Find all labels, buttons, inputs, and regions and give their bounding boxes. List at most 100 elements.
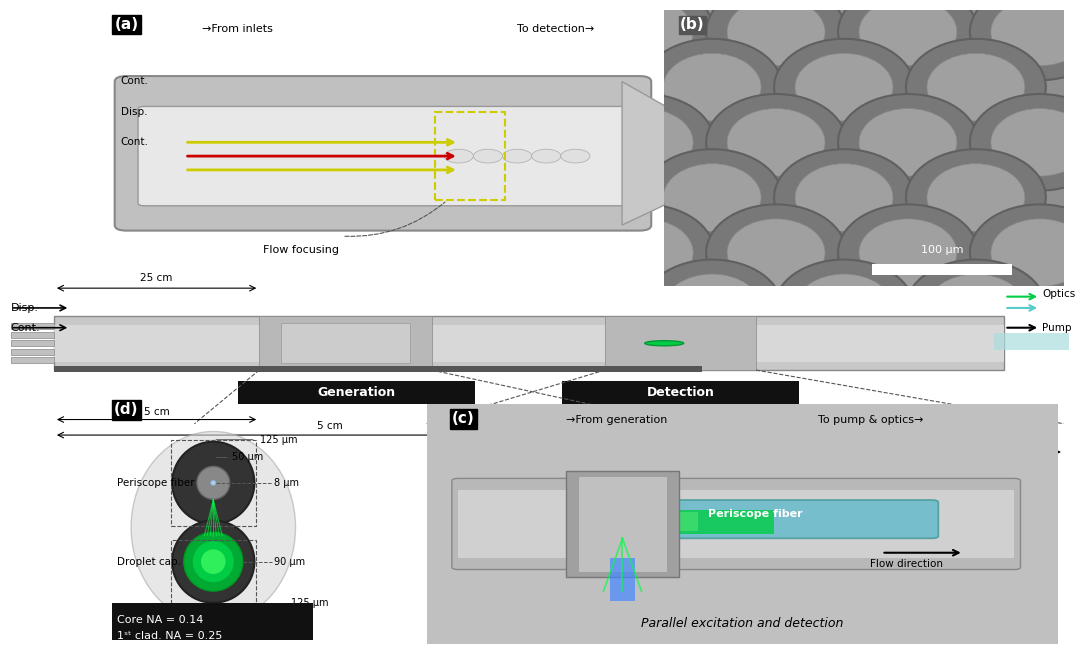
Bar — [112, 602, 312, 641]
Text: Flow direction: Flow direction — [870, 559, 943, 569]
Bar — [11, 349, 54, 355]
Bar — [610, 558, 635, 600]
Circle shape — [595, 108, 693, 176]
Bar — [604, 512, 660, 531]
Ellipse shape — [131, 432, 296, 623]
Bar — [604, 512, 699, 531]
Text: Periscope fiber: Periscope fiber — [707, 509, 802, 520]
Text: 25 cm: 25 cm — [140, 273, 173, 283]
Circle shape — [201, 549, 226, 574]
Circle shape — [727, 0, 825, 66]
Circle shape — [795, 274, 893, 342]
Circle shape — [906, 260, 1045, 356]
Circle shape — [970, 94, 1080, 191]
Bar — [171, 539, 256, 606]
Circle shape — [645, 341, 684, 346]
Circle shape — [927, 164, 1025, 231]
Bar — [872, 263, 1012, 275]
Bar — [54, 317, 1004, 370]
Circle shape — [663, 164, 761, 231]
Circle shape — [172, 442, 255, 524]
Text: Optics: Optics — [1042, 289, 1076, 299]
Circle shape — [706, 94, 846, 191]
Text: 5 cm: 5 cm — [667, 438, 693, 448]
Text: To pump & optics→: To pump & optics→ — [819, 415, 923, 425]
Text: 90 μm: 90 μm — [273, 556, 305, 566]
Circle shape — [774, 39, 914, 135]
Bar — [435, 112, 505, 200]
Circle shape — [643, 260, 782, 356]
Text: Disp.: Disp. — [11, 303, 39, 313]
Bar — [11, 357, 54, 363]
Bar — [54, 366, 702, 371]
Text: Cont.: Cont. — [11, 323, 40, 332]
Circle shape — [473, 149, 502, 163]
Bar — [171, 440, 256, 526]
Text: Droplet cap.: Droplet cap. — [118, 556, 181, 566]
Circle shape — [663, 53, 761, 121]
Circle shape — [859, 0, 957, 66]
Text: Pump: Pump — [1042, 323, 1071, 332]
Circle shape — [643, 149, 782, 246]
Text: 微流控: 微流控 — [990, 623, 1018, 638]
Circle shape — [595, 0, 693, 66]
Text: (a): (a) — [114, 17, 139, 32]
Circle shape — [706, 0, 846, 80]
Text: 100 μm: 100 μm — [920, 246, 963, 256]
Bar — [54, 325, 1004, 361]
Circle shape — [990, 219, 1080, 286]
Text: Cont.: Cont. — [121, 76, 148, 86]
Text: Parallel excitation and detection: Parallel excitation and detection — [642, 617, 843, 630]
Circle shape — [970, 204, 1080, 301]
Bar — [562, 381, 799, 404]
Bar — [11, 323, 54, 329]
Circle shape — [727, 108, 825, 176]
Circle shape — [531, 149, 561, 163]
Text: Detection: Detection — [647, 386, 714, 399]
Circle shape — [575, 0, 714, 80]
Circle shape — [859, 219, 957, 286]
Bar — [238, 381, 475, 404]
Circle shape — [906, 39, 1045, 135]
Circle shape — [561, 149, 590, 163]
Circle shape — [838, 94, 977, 191]
Text: Disp.: Disp. — [121, 106, 147, 117]
Circle shape — [927, 274, 1025, 342]
FancyBboxPatch shape — [114, 76, 651, 231]
Circle shape — [575, 204, 714, 301]
Circle shape — [927, 53, 1025, 121]
Text: 15 cm: 15 cm — [499, 438, 531, 448]
Circle shape — [795, 53, 893, 121]
Text: 8 μm: 8 μm — [273, 478, 298, 488]
Circle shape — [643, 39, 782, 135]
Text: (b): (b) — [680, 17, 705, 32]
Circle shape — [990, 0, 1080, 66]
Circle shape — [595, 219, 693, 286]
Bar — [458, 490, 1014, 558]
Circle shape — [197, 466, 230, 499]
Circle shape — [970, 0, 1080, 80]
Circle shape — [575, 94, 714, 191]
Bar — [566, 471, 679, 577]
Circle shape — [727, 219, 825, 286]
Circle shape — [211, 480, 216, 486]
Circle shape — [774, 149, 914, 246]
FancyBboxPatch shape — [451, 478, 1021, 570]
Text: 125 μm: 125 μm — [260, 435, 297, 445]
Text: Core NA = 0.14: Core NA = 0.14 — [118, 615, 204, 625]
Text: (d): (d) — [114, 402, 138, 417]
Text: To detection→: To detection→ — [517, 24, 594, 34]
Circle shape — [502, 149, 531, 163]
Circle shape — [663, 274, 761, 342]
Circle shape — [184, 532, 243, 591]
Circle shape — [906, 149, 1045, 246]
Text: 125 μm: 125 μm — [291, 598, 328, 608]
Circle shape — [774, 260, 914, 356]
Text: 5 cm: 5 cm — [316, 421, 342, 431]
Bar — [11, 340, 54, 346]
Polygon shape — [622, 81, 680, 225]
FancyBboxPatch shape — [578, 500, 939, 538]
Circle shape — [444, 149, 473, 163]
FancyBboxPatch shape — [138, 106, 627, 206]
Text: Generation: Generation — [318, 386, 395, 399]
